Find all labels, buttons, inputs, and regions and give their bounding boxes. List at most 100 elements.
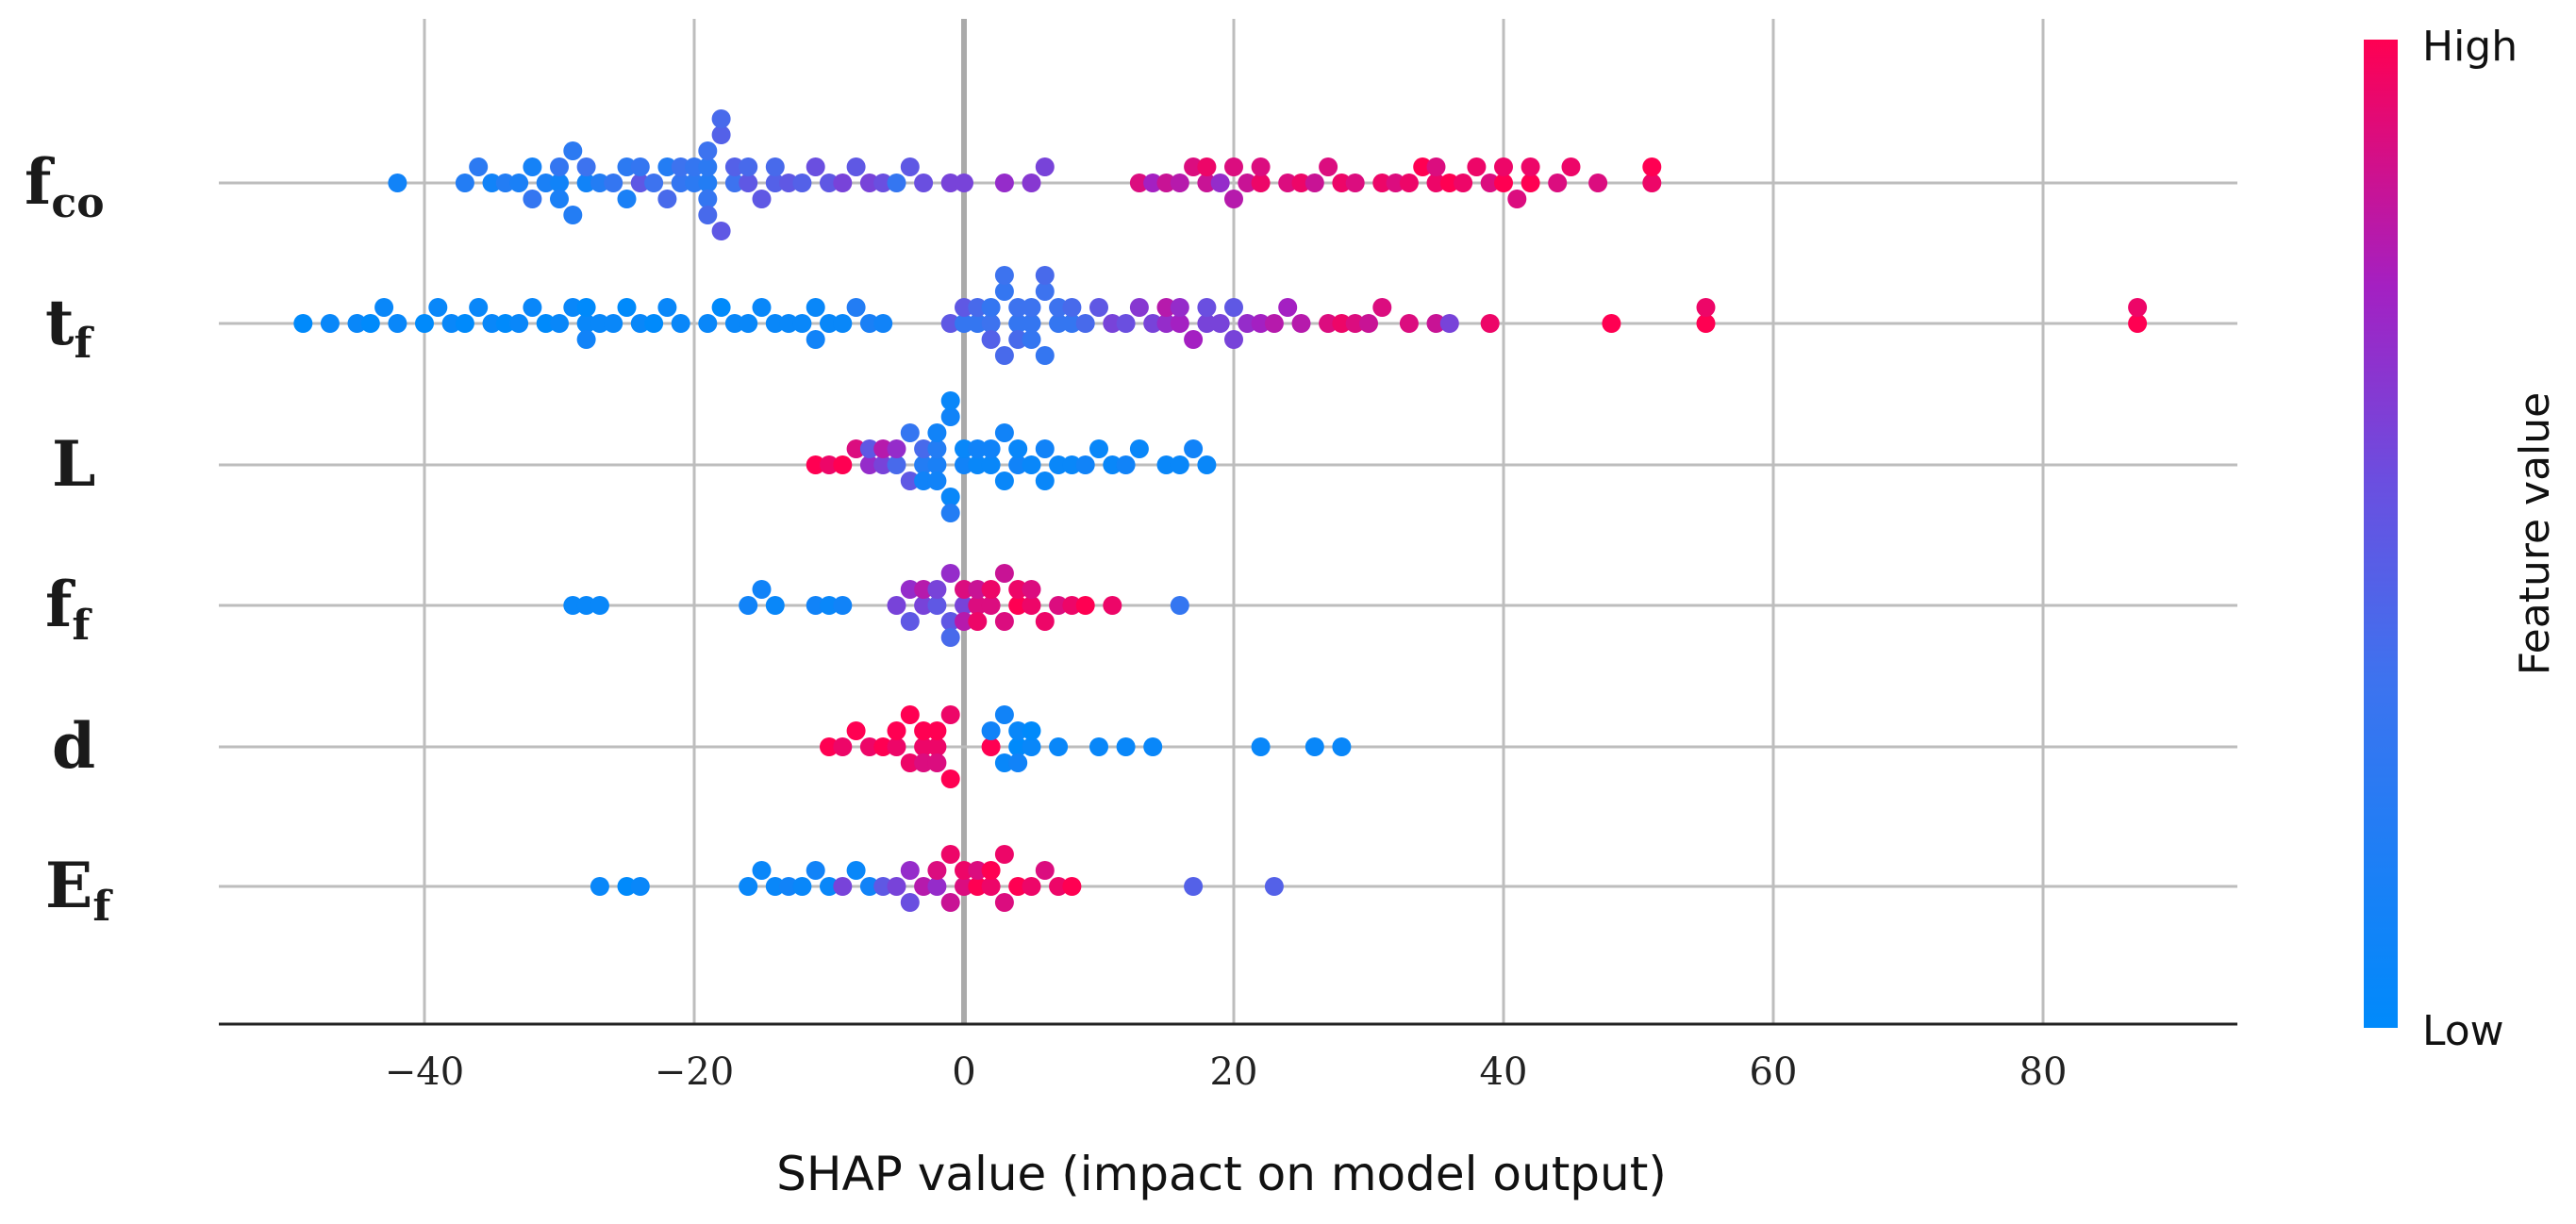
point-0-16 [590,174,609,192]
point-3-25 [981,596,1001,615]
point-1-59 [1022,330,1041,349]
point-4-4 [873,737,893,756]
point-0-93 [1521,157,1540,176]
point-1-96 [1480,314,1500,333]
point-3-36 [1075,596,1095,615]
point-4-32 [1332,737,1352,756]
point-2-8 [887,455,906,474]
point-1-20 [576,330,596,349]
point-5-2 [630,877,650,896]
point-4-30 [1251,737,1271,756]
point-3-35 [1062,596,1082,615]
point-5-10 [833,877,853,896]
point-4-28 [1116,737,1136,756]
point-1-56 [1008,330,1028,349]
point-1-62 [1035,266,1055,285]
point-0-96 [1588,174,1608,192]
point-1-57 [1022,314,1041,333]
point-0-76 [1319,157,1338,176]
point-3-37 [1103,596,1122,615]
point-5-5 [765,877,785,896]
point-1-81 [1224,298,1243,317]
point-1-19 [576,298,596,317]
point-0-31 [698,190,718,208]
point-2-25 [968,455,988,474]
point-5-22 [955,877,973,896]
point-0-56 [955,174,973,192]
point-0-82 [1413,157,1433,176]
feature-subscript-3: f [72,602,92,650]
point-0-75 [1305,174,1324,192]
point-5-28 [994,893,1014,912]
point-0-13 [563,206,583,224]
point-0-62 [1156,174,1176,192]
point-4-10 [914,721,934,740]
colorbar-low-label: Low [2422,1007,2504,1055]
point-0-78 [1345,174,1365,192]
point-5-26 [981,877,1001,896]
point-1-43 [940,314,960,333]
feature-label-5: Ef [45,849,113,931]
point-5-14 [887,877,906,896]
point-4-23 [1008,753,1028,772]
point-5-15 [900,861,920,880]
point-1-14 [523,298,542,317]
point-1-94 [1426,314,1446,333]
point-2-44 [1170,455,1189,474]
point-3-12 [914,596,934,615]
point-5-13 [873,877,893,896]
point-5-25 [968,861,988,880]
point-5-21 [940,845,960,864]
point-0-80 [1386,174,1405,192]
point-1-32 [752,298,772,317]
point-1-99 [1696,298,1716,317]
point-1-77 [1184,330,1204,349]
point-2-21 [940,504,960,522]
point-0-6 [523,157,542,176]
point-0-87 [1467,157,1487,176]
point-1-70 [1116,314,1136,333]
point-0-38 [724,157,744,176]
point-0-58 [1022,174,1041,192]
point-0-52 [887,174,906,192]
point-3-33 [1035,612,1055,631]
point-0-79 [1372,174,1392,192]
point-1-67 [1075,314,1095,333]
point-0-43 [765,157,785,176]
point-2-17 [927,471,947,490]
point-3-20 [955,580,973,599]
point-2-26 [968,439,988,458]
point-1-51 [994,282,1014,301]
point-0-20 [630,174,650,192]
point-2-20 [940,407,960,426]
point-1-97 [1602,314,1621,333]
feature-name-0: f [25,145,55,219]
point-0-61 [1143,174,1163,192]
point-0-15 [576,157,596,176]
point-3-14 [927,596,947,615]
point-1-53 [994,266,1014,285]
point-0-36 [711,109,731,128]
point-0-29 [698,174,718,192]
x-tick-labels: −40 −20 0 20 40 60 80 [385,1050,2068,1094]
feature-subscript-0: co [51,179,104,227]
point-1-89 [1332,314,1352,333]
point-0-84 [1426,157,1446,176]
point-5-8 [806,861,825,880]
point-1-73 [1156,314,1176,333]
point-0-14 [576,174,596,192]
point-0-34 [711,125,731,144]
point-5-23 [955,861,973,880]
point-2-28 [981,439,1001,458]
point-0-59 [1035,157,1055,176]
point-5-30 [1008,877,1028,896]
point-4-3 [859,737,879,756]
point-0-83 [1426,174,1446,192]
point-3-13 [914,580,934,599]
point-3-8 [833,596,853,615]
point-1-15 [536,314,556,333]
feature-label-0: fco [25,145,105,227]
point-0-23 [657,157,677,176]
point-5-27 [981,861,1001,880]
